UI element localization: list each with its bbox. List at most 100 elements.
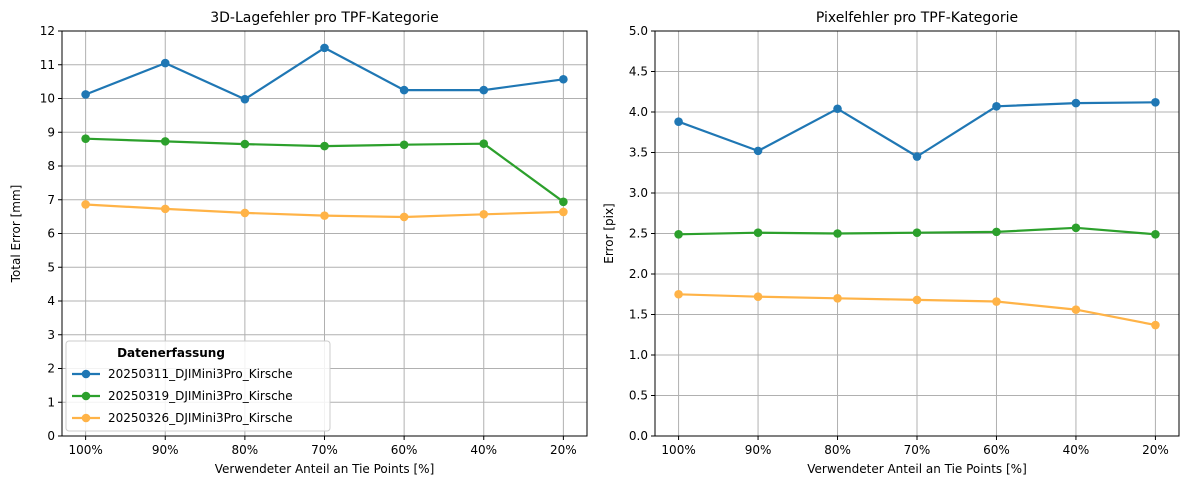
y-axis-label: Total Error [mm] — [9, 185, 23, 284]
data-point — [240, 208, 250, 218]
data-point — [753, 228, 763, 237]
data-point — [160, 137, 170, 146]
data-point — [160, 204, 170, 214]
y-tick-label: 0 — [47, 429, 55, 443]
y-tick-label: 0.0 — [629, 429, 648, 443]
data-point — [912, 152, 922, 161]
data-point — [992, 102, 1001, 111]
data-point — [559, 197, 568, 207]
x-axis-label: Verwendeter Anteil an Tie Points [%] — [215, 462, 435, 476]
series-2 — [81, 134, 568, 207]
x-tick-label: 80% — [232, 443, 259, 457]
data-point — [912, 228, 922, 237]
y-tick-label: 9 — [47, 125, 55, 139]
legend-swatch-marker — [81, 391, 91, 401]
data-point — [240, 139, 250, 149]
data-point — [1151, 97, 1160, 107]
data-point — [992, 227, 1001, 237]
data-point — [240, 94, 250, 104]
y-tick-label: 7 — [47, 193, 55, 207]
data-point — [992, 297, 1001, 306]
data-point — [912, 295, 922, 305]
series-3 — [674, 289, 1160, 330]
y-tick-label: 3.0 — [629, 186, 648, 200]
x-tick-label: 90% — [745, 443, 772, 457]
data-point — [559, 74, 568, 84]
data-point — [399, 212, 409, 222]
x-tick-label: 100% — [68, 443, 102, 457]
data-point — [753, 292, 763, 301]
data-point — [1071, 223, 1081, 233]
x-tick-label: 20% — [550, 443, 577, 457]
x-axis-label: Verwendeter Anteil an Tie Points [%] — [807, 462, 1027, 476]
data-point — [1071, 305, 1081, 314]
x-tick-label: 80% — [824, 443, 851, 457]
data-point — [81, 90, 90, 99]
y-tick-label: 3 — [47, 328, 55, 342]
series-1 — [81, 43, 568, 104]
y-tick-label: 11 — [40, 58, 55, 72]
y-tick-label: 8 — [47, 159, 55, 173]
y-tick-label: 6 — [47, 227, 55, 241]
legend-entry-label: 20250319_DJIMini3Pro_Kirsche — [108, 389, 293, 403]
x-tick-label: 40% — [1063, 443, 1090, 457]
y-tick-label: 4 — [47, 294, 55, 308]
y-tick-label: 4.0 — [629, 105, 648, 119]
data-point — [833, 104, 842, 114]
y-axis-label: Error [pix] — [602, 203, 616, 263]
data-point — [81, 200, 90, 209]
y-tick-label: 1 — [47, 395, 55, 409]
data-point — [320, 141, 329, 151]
data-point — [479, 85, 489, 95]
series-2 — [674, 223, 1160, 239]
y-tick-label: 5 — [47, 260, 55, 274]
data-point — [160, 58, 170, 68]
y-tick-label: 2 — [47, 362, 55, 376]
x-tick-label: 70% — [311, 443, 338, 457]
x-tick-label: 40% — [470, 443, 497, 457]
legend-swatch-marker — [81, 369, 91, 379]
data-point — [674, 117, 683, 127]
series-3 — [81, 200, 568, 222]
legend-title: Datenerfassung — [117, 346, 225, 360]
legend-entry-label: 20250326_DJIMini3Pro_Kirsche — [108, 411, 293, 425]
y-tick-label: 2.0 — [629, 267, 648, 281]
data-point — [1151, 320, 1160, 330]
data-point — [320, 211, 329, 220]
data-point — [1151, 230, 1160, 239]
x-tick-label: 100% — [661, 443, 695, 457]
y-tick-label: 10 — [40, 92, 55, 106]
legend-entry-label: 20250311_DJIMini3Pro_Kirsche — [108, 367, 293, 381]
y-tick-label: 2.5 — [629, 227, 648, 241]
legend: Datenerfassung 20250311_DJIMini3Pro_Kirsc… — [65, 340, 331, 432]
chart-title: Pixelfehler pro TPF-Kategorie — [816, 10, 1018, 26]
data-point — [674, 230, 683, 239]
data-point — [399, 85, 409, 95]
y-tick-label: 4.5 — [629, 65, 648, 79]
data-point — [399, 140, 409, 150]
y-tick-label: 1.0 — [629, 348, 648, 362]
chart-1: 100% 90% 80% 70% 60% 40% 20%01234567891011123D… — [9, 10, 588, 476]
data-point — [320, 43, 329, 53]
data-point — [833, 229, 842, 238]
data-point — [81, 134, 90, 143]
series-1 — [674, 97, 1160, 161]
data-point — [559, 207, 568, 217]
legend-swatch-marker — [81, 413, 91, 423]
x-tick-label: 90% — [152, 443, 179, 457]
chart-title: 3D-Lagefehler pro TPF-Kategorie — [210, 10, 439, 26]
x-tick-label: 60% — [391, 443, 418, 457]
x-tick-label: 20% — [1142, 443, 1169, 457]
y-tick-label: 12 — [40, 24, 55, 38]
x-tick-label: 70% — [904, 443, 931, 457]
y-tick-label: 5.0 — [629, 24, 648, 38]
data-point — [753, 146, 763, 156]
y-tick-label: 1.5 — [629, 308, 648, 322]
chart-2: 100% 90% 80% 70% 60% 40% 20% 0.0 0.5 1.0 1.5 2.0 2.5… — [602, 10, 1180, 476]
data-point — [833, 294, 842, 303]
data-point — [479, 209, 489, 219]
data-point — [674, 289, 683, 299]
data-point — [479, 139, 489, 149]
legend-box — [65, 340, 331, 432]
